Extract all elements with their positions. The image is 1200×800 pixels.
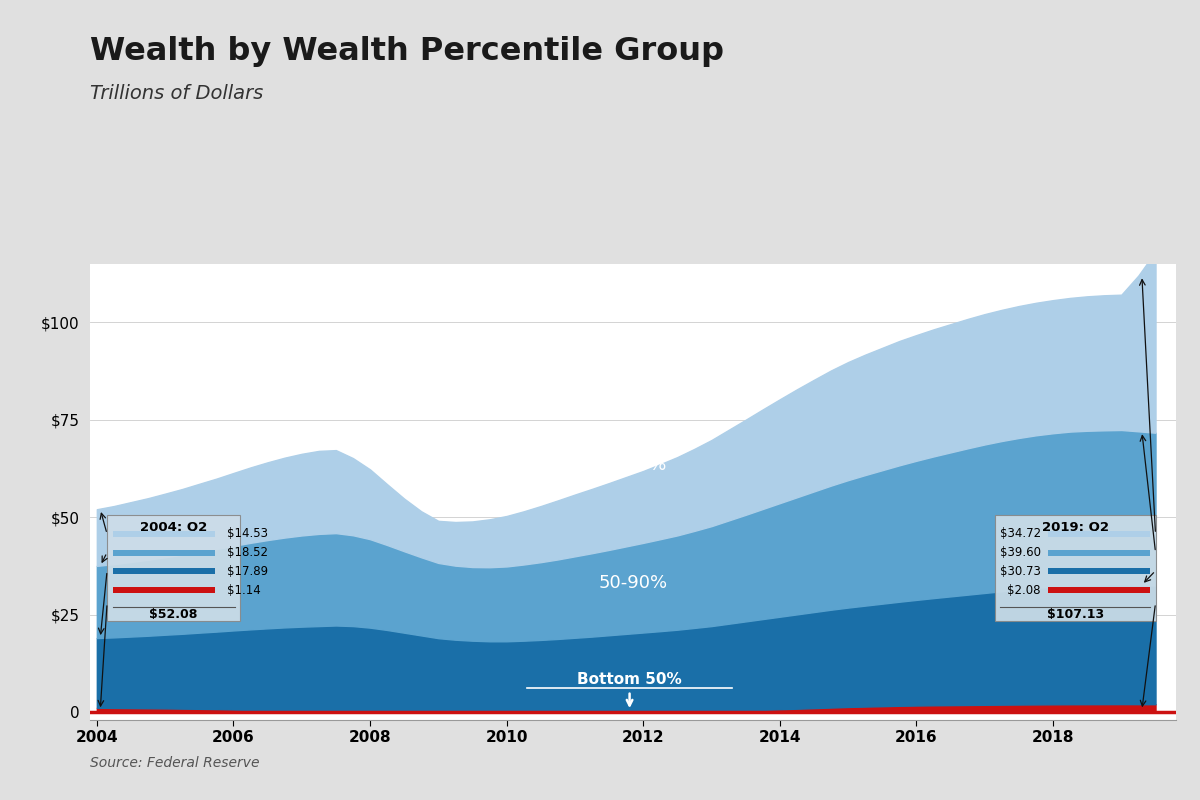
Text: $39.60: $39.60 — [1000, 546, 1040, 559]
Bar — [113, 550, 215, 555]
Text: 2004: Q2: 2004: Q2 — [140, 520, 208, 533]
FancyBboxPatch shape — [107, 515, 240, 621]
Bar — [1048, 587, 1150, 593]
Bar — [1048, 531, 1150, 537]
Text: 50-90%: 50-90% — [599, 574, 667, 592]
Bar — [1048, 550, 1150, 555]
Bar — [113, 568, 215, 574]
Text: $18.52: $18.52 — [227, 546, 269, 559]
Bar — [113, 587, 215, 593]
Text: $1.14: $1.14 — [227, 583, 262, 597]
Text: Bottom 50%: Bottom 50% — [577, 672, 682, 687]
Text: Trillions of Dollars: Trillions of Dollars — [90, 84, 263, 103]
Text: $14.53: $14.53 — [227, 527, 269, 540]
Text: Source: Federal Reserve: Source: Federal Reserve — [90, 755, 259, 770]
Bar — [1048, 568, 1150, 574]
Text: $2.08: $2.08 — [1007, 583, 1040, 597]
Text: $34.72: $34.72 — [1000, 527, 1040, 540]
Text: $107.13: $107.13 — [1046, 608, 1104, 621]
Text: Wealth by Wealth Percentile Group: Wealth by Wealth Percentile Group — [90, 36, 724, 67]
Text: 2019: Q2: 2019: Q2 — [1042, 520, 1109, 533]
Text: 90-99%: 90-99% — [599, 456, 667, 474]
FancyBboxPatch shape — [995, 515, 1156, 621]
Text: $17.89: $17.89 — [227, 565, 269, 578]
Text: $30.73: $30.73 — [1000, 565, 1040, 578]
Bar — [113, 531, 215, 537]
Text: Top 1%: Top 1% — [600, 346, 666, 364]
Text: $52.08: $52.08 — [150, 608, 198, 621]
